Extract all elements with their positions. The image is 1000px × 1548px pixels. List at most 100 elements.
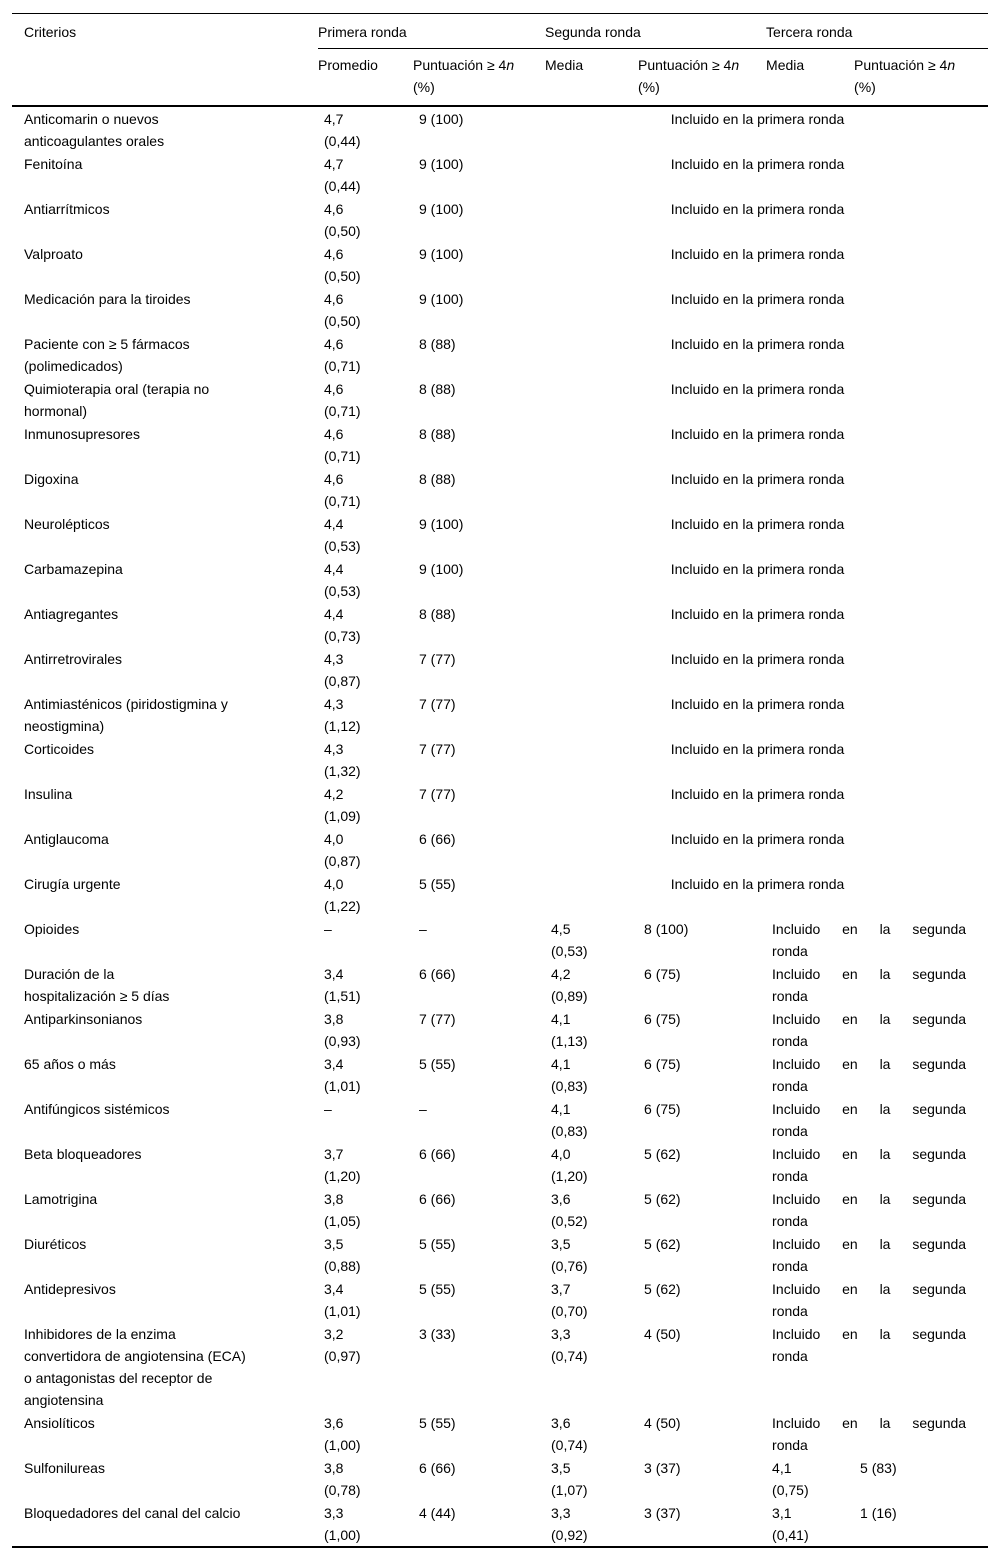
value-cell: 4,6 (0,71) xyxy=(324,381,361,419)
value-cell: 4,6 (0,50) xyxy=(324,291,361,329)
criterion-cell: Antidepresivos xyxy=(24,1281,116,1297)
value-cell: 4,1 (0,83) xyxy=(551,1056,588,1094)
value-cell: 3,4 (1,01) xyxy=(324,1056,361,1094)
note-cell-primera: Incluido en la primera ronda xyxy=(670,156,845,172)
criterion-cell: Insulina xyxy=(24,786,73,802)
col-group-segunda-ronda: Segunda ronda xyxy=(545,13,767,49)
table-row: Paciente con ≥ 5 fármacos (polimedicados… xyxy=(12,332,988,377)
note-cell-primera: Incluido en la primera ronda xyxy=(670,291,845,307)
note-cell-primera: Incluido en la primera ronda xyxy=(670,786,845,802)
value-cell: 4,6 (0,71) xyxy=(324,426,361,464)
note-cell-segunda: Incluido en la segunda ronda xyxy=(766,1277,988,1322)
table-row: Insulina 4,2 (1,09) 7 (77) Incluido en la p… xyxy=(12,782,988,827)
value-cell: 4,0 (1,20) xyxy=(551,1146,588,1184)
value-cell: 3,6 (0,52) xyxy=(551,1191,588,1229)
note-cell-segunda: Incluido en la segunda ronda xyxy=(766,1411,988,1456)
value-cell: 4,0 (1,22) xyxy=(324,876,361,914)
criterion-cell: Antimiasténicos (piridostigmina y neosti… xyxy=(24,696,228,734)
value-cell: 9 (100) xyxy=(419,111,464,127)
note-line-2: ronda xyxy=(772,1348,808,1364)
note-line-2: ronda xyxy=(772,1123,808,1139)
value-cell: 4 (50) xyxy=(644,1326,681,1342)
value-cell: 3,5 (1,07) xyxy=(551,1460,588,1498)
value-cell: 4,6 (0,50) xyxy=(324,246,361,284)
value-cell: 5 (55) xyxy=(419,876,456,892)
criterion-cell: Inhibidores de la enzima convertidora de… xyxy=(24,1326,246,1408)
table-row: Antirretrovirales 4,3 (0,87) 7 (77) Incluid… xyxy=(12,647,988,692)
value-cell: 8 (88) xyxy=(419,426,456,442)
value-cell: 5 (55) xyxy=(419,1281,456,1297)
value-cell: 5 (55) xyxy=(419,1236,456,1252)
criterion-cell: Lamotrigina xyxy=(24,1191,98,1207)
table-row: Bloquedadores del canal del calcio 3,3 (1… xyxy=(12,1501,988,1547)
note-cell-segunda: Incluido en la segunda ronda xyxy=(766,1052,988,1097)
table-row: Anticomarin o nuevos anticoagulantes ora… xyxy=(12,106,988,152)
note-line-1: Incluido en la segunda xyxy=(772,1326,967,1342)
table-row: Fenitoína 4,7 (0,44) 9 (100) Incluido en la… xyxy=(12,152,988,197)
value-cell: 6 (66) xyxy=(419,831,456,847)
note-line-1: Incluido en la segunda xyxy=(772,1191,967,1207)
value-cell: 3,3 (0,74) xyxy=(551,1326,588,1364)
sub-header-row: Promedio Puntuación ≥ 4n (%) Media Puntu… xyxy=(12,48,989,107)
value-cell: 1 (16) xyxy=(860,1505,897,1521)
value-cell: 4,4 (0,53) xyxy=(324,516,361,554)
value-cell: 4,7 (0,44) xyxy=(324,111,361,149)
note-line-1: Incluido en la segunda xyxy=(772,1101,967,1117)
table-row: Corticoides 4,3 (1,32) 7 (77) Incluido en l… xyxy=(12,737,988,782)
puntuacion-prefix: Puntuación ≥ 4 xyxy=(413,57,507,73)
value-cell: 7 (77) xyxy=(419,651,456,667)
value-cell: 4,4 (0,73) xyxy=(324,606,361,644)
value-cell: 9 (100) xyxy=(419,156,464,172)
criterion-cell: Ansiolíticos xyxy=(24,1415,95,1431)
note-line-2: ronda xyxy=(772,1213,808,1229)
table-row: Antiagregantes 4,4 (0,73) 8 (88) Incluido e… xyxy=(12,602,988,647)
note-cell-segunda: Incluido en la segunda ronda xyxy=(766,1097,988,1142)
value-cell: 7 (77) xyxy=(419,741,456,757)
puntuacion-unit: (%) xyxy=(638,79,660,95)
note-cell-segunda: Incluido en la segunda ronda xyxy=(766,1232,988,1277)
criterion-cell: Valproato xyxy=(24,246,83,262)
col-header-puntuacion-2: Puntuación ≥ 4n (%) xyxy=(638,48,767,107)
note-line-2: ronda xyxy=(772,1437,808,1453)
note-cell-primera: Incluido en la primera ronda xyxy=(670,876,845,892)
note-cell-primera: Incluido en la primera ronda xyxy=(670,426,845,442)
note-cell-primera: Incluido en la primera ronda xyxy=(670,246,845,262)
note-cell-primera: Incluido en la primera ronda xyxy=(670,831,845,847)
value-cell: 4 (44) xyxy=(419,1505,456,1521)
table-row: Carbamazepina 4,4 (0,53) 9 (100) Incluido e… xyxy=(12,557,988,602)
value-cell: 3,3 (1,00) xyxy=(324,1505,361,1543)
table-row: Antidepresivos 3,4 (1,01) 5 (55) 3,7 (0,70)… xyxy=(12,1277,988,1322)
col-header-media-3: Media xyxy=(766,48,855,107)
table-row: Antimiasténicos (piridostigmina y neosti… xyxy=(12,692,988,737)
value-cell: 7 (77) xyxy=(419,1011,456,1027)
note-cell-primera: Incluido en la primera ronda xyxy=(670,471,845,487)
value-cell: 4,3 (0,87) xyxy=(324,651,361,689)
col-header-media-2: Media xyxy=(545,48,639,107)
value-cell: 3,4 (1,51) xyxy=(324,966,361,1004)
criterion-cell: Antiarrítmicos xyxy=(24,201,110,217)
criterion-cell: Antifúngicos sistémicos xyxy=(24,1101,170,1117)
table-row: Medicación para la tiroides 4,6 (0,50) 9 (… xyxy=(12,287,988,332)
puntuacion-n: n xyxy=(731,57,740,73)
table-row: Antiglaucoma 4,0 (0,87) 6 (66) Incluido en … xyxy=(12,827,988,872)
value-cell: 3,6 (1,00) xyxy=(324,1415,361,1453)
table-row: Lamotrigina 3,8 (1,05) 6 (66) 3,6 (0,52) 5 (… xyxy=(12,1187,988,1232)
table-row: Sulfonilureas 3,8 (0,78) 6 (66) 3,5 (1,07) 3… xyxy=(12,1456,988,1501)
group-header-row: Criterios Primera ronda Segunda ronda Te… xyxy=(12,13,989,107)
puntuacion-unit: (%) xyxy=(854,79,876,95)
value-cell: 4,1 (1,13) xyxy=(551,1011,588,1049)
value-cell: 5 (62) xyxy=(644,1146,681,1162)
value-cell: 4,4 (0,53) xyxy=(324,561,361,599)
value-cell: – xyxy=(324,921,332,937)
note-cell-primera: Incluido en la primera ronda xyxy=(670,201,845,217)
puntuacion-prefix: Puntuación ≥ 4 xyxy=(638,57,732,73)
value-cell: 8 (88) xyxy=(419,381,456,397)
note-cell-segunda: Incluido en la segunda ronda xyxy=(766,1007,988,1052)
note-line-1: Incluido en la segunda xyxy=(772,1146,967,1162)
criterion-cell: Opioides xyxy=(24,921,80,937)
criterion-cell: Antiagregantes xyxy=(24,606,119,622)
value-cell: 9 (100) xyxy=(419,201,464,217)
note-line-1: Incluido en la segunda xyxy=(772,921,967,937)
note-cell-primera: Incluido en la primera ronda xyxy=(670,381,845,397)
